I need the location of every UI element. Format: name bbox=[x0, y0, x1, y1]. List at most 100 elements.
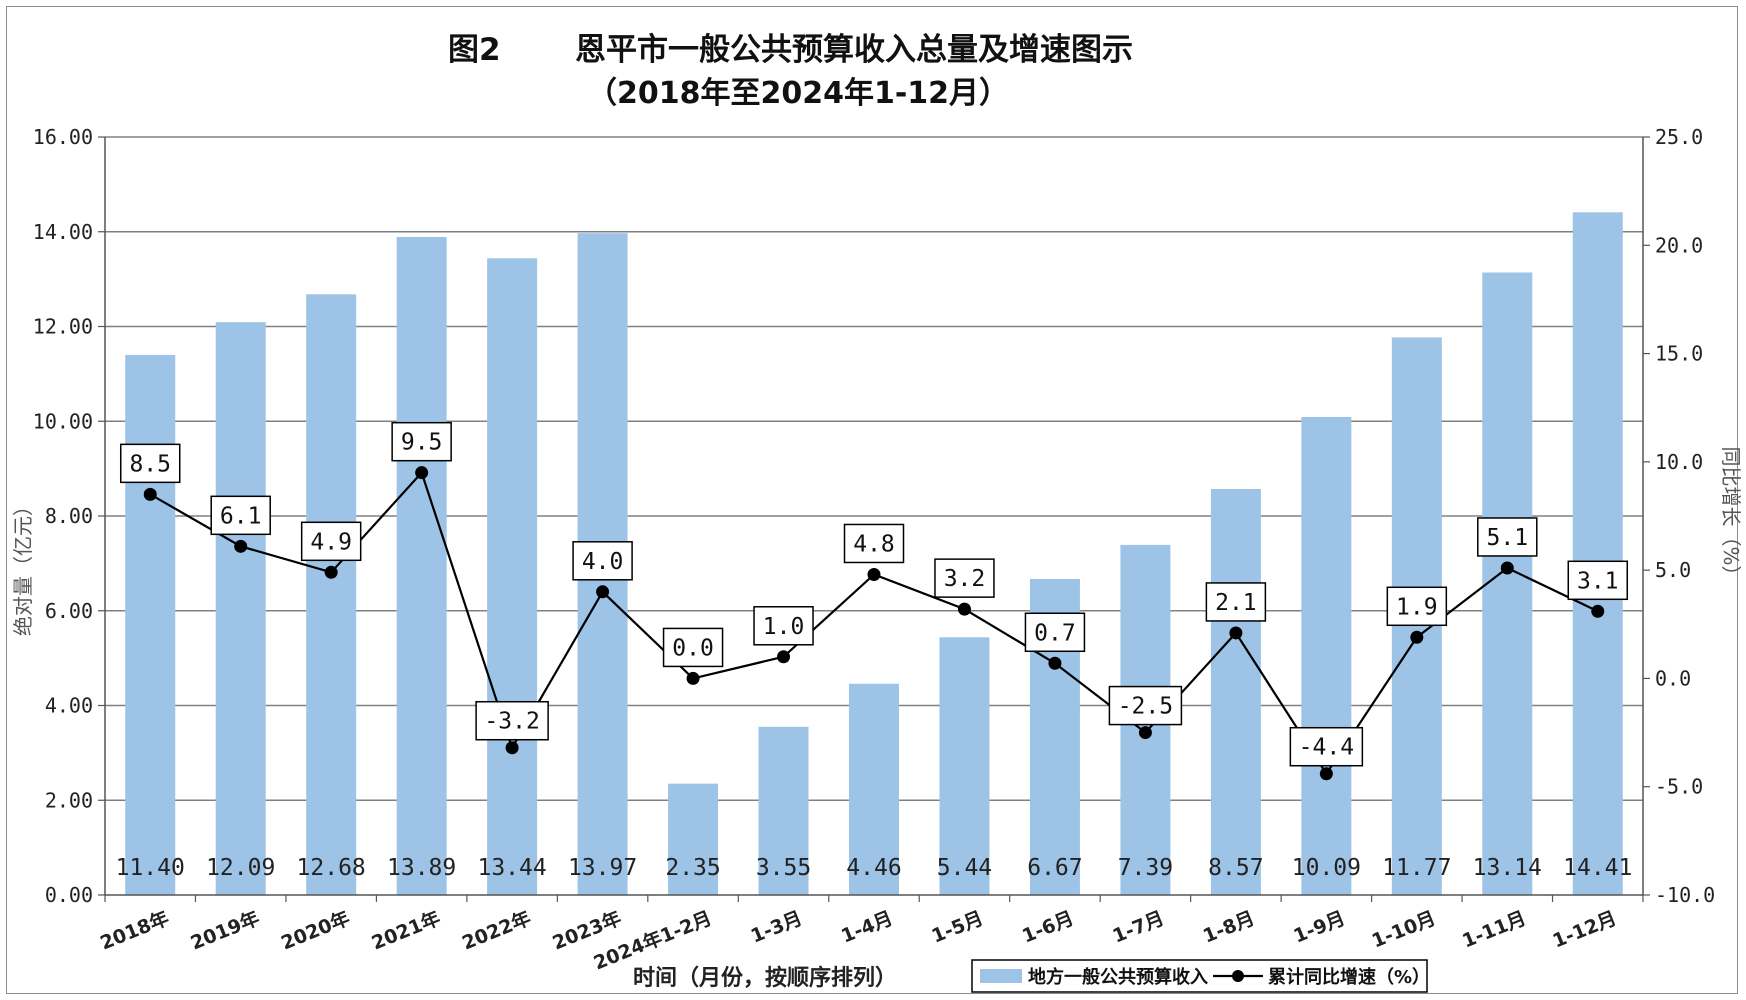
y-tick-label: 14.00 bbox=[33, 220, 93, 244]
bar-value-label: 5.44 bbox=[937, 855, 992, 881]
bar-value-label: 12.09 bbox=[206, 855, 275, 881]
legend-line-marker bbox=[1232, 970, 1244, 982]
legend-bar-swatch bbox=[980, 969, 1022, 983]
growth-point bbox=[505, 741, 519, 755]
bar-value-label: 11.77 bbox=[1382, 855, 1451, 881]
y-tick-label: 2.00 bbox=[45, 788, 93, 812]
y2-tick-label: 5.0 bbox=[1655, 558, 1691, 582]
growth-point bbox=[234, 539, 248, 553]
growth-label: -2.5 bbox=[1118, 694, 1173, 720]
growth-label-box bbox=[1024, 612, 1086, 653]
legend-box bbox=[971, 959, 1428, 993]
growth-label-box bbox=[934, 558, 995, 598]
chart-title: 图2 恩平市一般公共预算收入总量及增速图示 bbox=[0, 24, 1746, 68]
y2-tick-label: -10.0 bbox=[1655, 883, 1715, 907]
bar-value-label: 13.97 bbox=[568, 855, 637, 881]
bar bbox=[125, 354, 176, 895]
growth-label-box bbox=[662, 627, 724, 668]
x-category-label: 1-7月 bbox=[1110, 907, 1168, 947]
y2-tick-label: 0.0 bbox=[1655, 666, 1691, 690]
bar-value-label: 13.44 bbox=[477, 855, 546, 881]
x-category-label: 1-5月 bbox=[929, 907, 987, 947]
y-tick-label: 6.00 bbox=[45, 599, 93, 623]
growth-label-box bbox=[1567, 560, 1629, 601]
growth-label: 6.1 bbox=[220, 503, 262, 529]
bar-value-label: 6.67 bbox=[1027, 855, 1082, 881]
x-category-label: 2020年 bbox=[278, 906, 353, 954]
x-category-label: 1-8月 bbox=[1200, 907, 1258, 947]
bar-value-label: 7.39 bbox=[1118, 855, 1173, 881]
bar-value-label: 12.68 bbox=[297, 855, 366, 881]
x-category-label: 1-10月 bbox=[1369, 907, 1439, 952]
growth-label-box bbox=[1205, 582, 1267, 622]
y2-tick-label: 15.0 bbox=[1655, 342, 1703, 366]
bar bbox=[849, 683, 899, 895]
y-tick-label: 10.00 bbox=[33, 409, 93, 433]
bar bbox=[939, 637, 990, 895]
growth-label: 4.9 bbox=[310, 529, 352, 555]
bar bbox=[1482, 272, 1533, 895]
bar-value-label: 2.35 bbox=[665, 855, 720, 881]
legend-line-label: 累计同比增速（%） bbox=[1268, 966, 1430, 988]
x-axis-title: 时间（月份，按顺序排列） bbox=[633, 965, 897, 991]
legend-bar-label: 地方一般公共预算收入 bbox=[1028, 966, 1208, 988]
x-category-label: 2022年 bbox=[459, 906, 534, 954]
growth-label-box bbox=[753, 606, 814, 646]
x-category-label: 2018年 bbox=[97, 906, 172, 954]
x-category-label: 2021年 bbox=[368, 906, 443, 954]
growth-label: 0.7 bbox=[1034, 620, 1076, 646]
growth-label: 8.5 bbox=[129, 451, 171, 477]
growth-label-box bbox=[391, 421, 452, 462]
growth-label: -4.4 bbox=[1299, 735, 1354, 761]
growth-label-box bbox=[843, 523, 905, 564]
y-tick-label: 16.00 bbox=[33, 125, 93, 149]
bar bbox=[487, 258, 538, 895]
x-category-label: 1-12月 bbox=[1550, 907, 1620, 952]
growth-point bbox=[1048, 656, 1062, 670]
bar bbox=[306, 294, 357, 895]
y2-tick-label: 10.0 bbox=[1655, 450, 1703, 474]
bar-value-label: 4.46 bbox=[846, 855, 901, 881]
growth-point bbox=[1500, 561, 1514, 575]
growth-point bbox=[596, 585, 610, 599]
y2-tick-label: 20.0 bbox=[1655, 233, 1703, 257]
bar bbox=[215, 322, 266, 896]
growth-point bbox=[1319, 767, 1333, 781]
x-category-label: 1-3月 bbox=[748, 907, 806, 947]
growth-label-box bbox=[1108, 685, 1183, 726]
x-category-label: 1-4月 bbox=[838, 907, 896, 947]
y-axis-title: 绝对量（亿元） bbox=[11, 496, 35, 636]
growth-label-box bbox=[475, 700, 549, 741]
growth-label-box bbox=[1289, 726, 1364, 767]
bar-value-label: 10.09 bbox=[1292, 855, 1361, 881]
y2-tick-label: 25.0 bbox=[1655, 125, 1703, 149]
growth-point bbox=[324, 565, 338, 579]
bar bbox=[1572, 212, 1623, 896]
y-tick-label: 0.00 bbox=[45, 883, 93, 907]
bar bbox=[1210, 488, 1261, 895]
bar bbox=[668, 783, 719, 895]
growth-label: 4.8 bbox=[853, 531, 895, 557]
x-category-label: 2019年 bbox=[187, 906, 262, 954]
bar-value-label: 8.57 bbox=[1208, 855, 1263, 881]
growth-label: 5.1 bbox=[1487, 525, 1529, 551]
growth-label: 2.1 bbox=[1215, 590, 1257, 616]
growth-label: 1.0 bbox=[763, 614, 805, 640]
bar-value-label: 13.89 bbox=[387, 855, 456, 881]
bar-value-label: 11.40 bbox=[116, 855, 185, 881]
growth-point bbox=[415, 466, 429, 480]
chart-subtitle: （2018年至2024年1-12月） bbox=[586, 76, 1010, 111]
growth-label: -3.2 bbox=[484, 709, 539, 735]
y-tick-label: 8.00 bbox=[45, 504, 93, 528]
growth-point bbox=[1229, 626, 1243, 640]
bar bbox=[396, 236, 447, 895]
bar bbox=[758, 726, 809, 895]
growth-label-box bbox=[1386, 586, 1448, 627]
growth-point bbox=[1138, 726, 1152, 740]
growth-point bbox=[867, 567, 881, 581]
growth-label: 1.9 bbox=[1396, 594, 1438, 620]
growth-point bbox=[957, 602, 971, 616]
growth-label-box bbox=[300, 521, 362, 562]
y2-tick-label: -5.0 bbox=[1655, 775, 1703, 799]
